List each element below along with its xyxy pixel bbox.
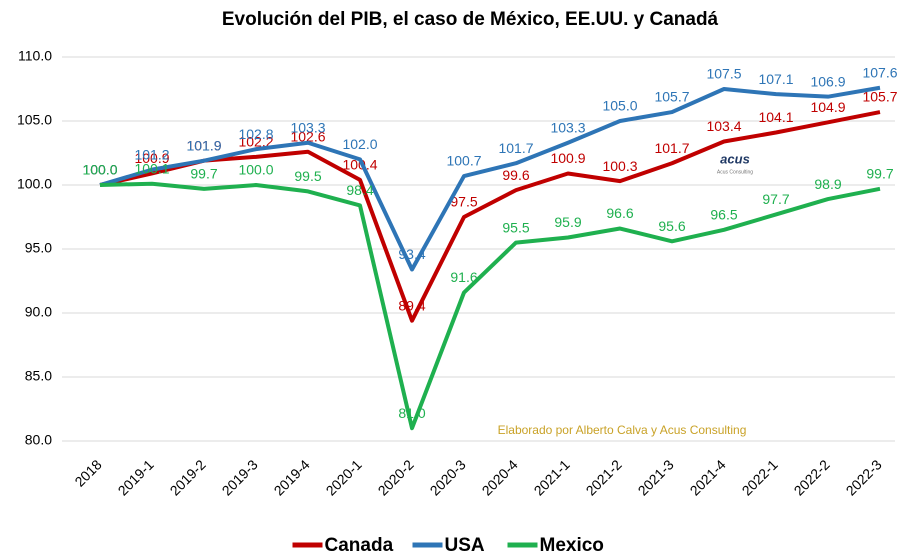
x-tick-label: 2020-3 bbox=[427, 456, 469, 498]
data-label: 105.7 bbox=[862, 89, 897, 105]
data-label: 103.3 bbox=[550, 119, 585, 135]
data-label: 95.6 bbox=[658, 218, 685, 234]
data-label: 105.0 bbox=[602, 98, 637, 114]
data-label: 99.7 bbox=[866, 166, 893, 182]
data-label: 107.1 bbox=[758, 71, 793, 87]
data-label: 104.1 bbox=[758, 109, 793, 125]
data-label: 103.4 bbox=[706, 118, 741, 134]
data-label: 96.6 bbox=[606, 205, 633, 221]
data-label: 107.5 bbox=[706, 66, 741, 82]
data-label: 100.0 bbox=[238, 162, 273, 178]
data-label: 95.5 bbox=[502, 219, 529, 235]
data-label: 100.1 bbox=[134, 160, 169, 176]
data-label: 93.4 bbox=[398, 246, 425, 262]
data-label: 101.7 bbox=[654, 140, 689, 156]
data-label: 101.7 bbox=[498, 140, 533, 156]
data-label: 99.6 bbox=[502, 167, 529, 183]
data-label: 100.0 bbox=[82, 162, 117, 178]
x-tick-label: 2019-3 bbox=[219, 456, 261, 498]
line bbox=[99, 110, 881, 323]
x-tick-label: 2020-4 bbox=[479, 456, 521, 498]
data-label: 100.0 bbox=[82, 162, 117, 178]
data-label: 97.7 bbox=[762, 191, 789, 207]
data-label: 98.4 bbox=[346, 182, 373, 198]
x-tick-label: 2021-3 bbox=[635, 456, 677, 498]
data-label: 102.6 bbox=[290, 128, 325, 144]
y-tick-label: 100.0 bbox=[17, 176, 52, 192]
data-label: 102.8 bbox=[238, 126, 273, 142]
data-label: 101.9 bbox=[186, 137, 221, 153]
data-label: 100.9 bbox=[550, 150, 585, 166]
x-tick-label: 2022-2 bbox=[791, 456, 833, 498]
data-label: 105.7 bbox=[654, 89, 689, 105]
x-tick-label: 2020-2 bbox=[375, 456, 417, 498]
data-label: 101.9 bbox=[186, 137, 221, 153]
x-tick-label: 2019-4 bbox=[271, 456, 313, 498]
y-tick-label: 80.0 bbox=[25, 432, 52, 448]
data-label: 107.6 bbox=[862, 64, 897, 80]
logo-subtitle: Acus Consulting bbox=[717, 169, 753, 175]
legend-label: Mexico bbox=[540, 535, 604, 556]
data-label: 103.3 bbox=[290, 119, 325, 135]
data-label: 101.2 bbox=[134, 146, 169, 162]
x-tick-label: 2021-4 bbox=[687, 456, 729, 498]
x-tick-label: 2018 bbox=[71, 456, 104, 489]
data-label: 102.0 bbox=[342, 136, 377, 152]
logo: acus bbox=[720, 151, 750, 166]
x-tick-label: 2022-1 bbox=[739, 456, 781, 498]
data-label: 96.5 bbox=[710, 207, 737, 223]
annotation: Elaborado por Alberto Calva y Acus Consu… bbox=[498, 423, 747, 437]
x-tick-label: 2020-1 bbox=[323, 456, 365, 498]
y-tick-label: 85.0 bbox=[25, 368, 52, 384]
x-tick-label: 2019-1 bbox=[115, 456, 157, 498]
data-label: 100.0 bbox=[82, 162, 117, 178]
x-tick-label: 2021-2 bbox=[583, 456, 625, 498]
y-tick-label: 110.0 bbox=[18, 48, 52, 64]
y-tick-label: 90.0 bbox=[25, 304, 52, 320]
data-label: 91.6 bbox=[450, 269, 477, 285]
legend-label: Canada bbox=[325, 535, 394, 556]
chart-title: Evolución del PIB, el caso de México, EE… bbox=[222, 9, 719, 30]
data-label: 97.5 bbox=[450, 194, 477, 210]
line bbox=[99, 181, 881, 431]
legend-label: USA bbox=[445, 535, 485, 556]
x-tick-label: 2021-1 bbox=[531, 456, 573, 498]
y-tick-label: 95.0 bbox=[25, 240, 52, 256]
data-label: 102.2 bbox=[238, 134, 273, 150]
data-label: 99.7 bbox=[190, 166, 217, 182]
data-label: 100.4 bbox=[342, 157, 377, 173]
data-label: 100.9 bbox=[134, 150, 169, 166]
data-label: 95.9 bbox=[554, 214, 581, 230]
data-label: 100.7 bbox=[446, 153, 481, 169]
data-label: 106.9 bbox=[810, 73, 845, 89]
x-tick-label: 2019-2 bbox=[167, 456, 209, 498]
data-label: 104.9 bbox=[810, 99, 845, 115]
data-label: 89.4 bbox=[398, 297, 425, 313]
data-label: 100.3 bbox=[602, 158, 637, 174]
data-label: 81.0 bbox=[398, 405, 425, 421]
x-tick-label: 2022-3 bbox=[843, 456, 885, 498]
line bbox=[99, 85, 881, 272]
y-tick-label: 105.0 bbox=[17, 112, 52, 128]
data-label: 98.9 bbox=[814, 176, 841, 192]
data-label: 99.5 bbox=[294, 168, 321, 184]
